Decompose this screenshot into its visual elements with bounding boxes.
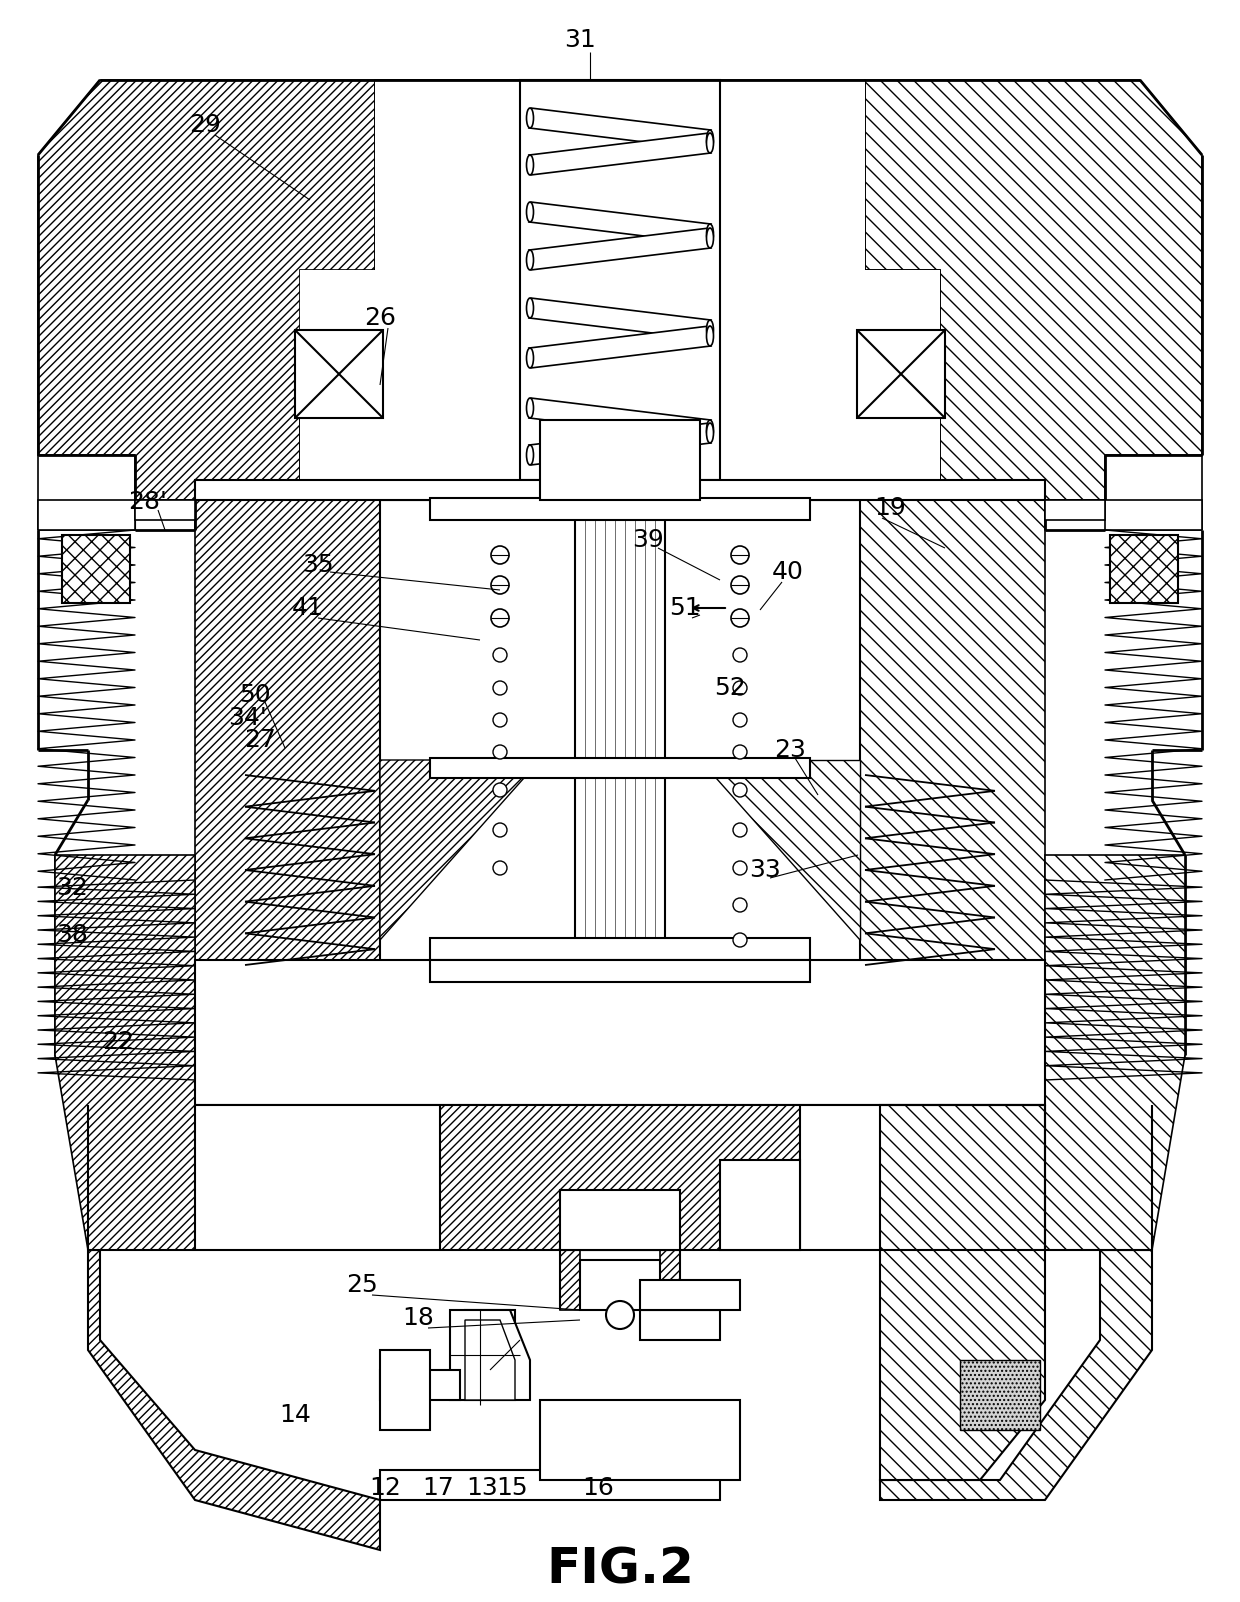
Text: 51: 51 (670, 596, 701, 620)
Ellipse shape (707, 423, 713, 444)
Text: FIG.2: FIG.2 (546, 1546, 694, 1594)
Polygon shape (528, 423, 712, 465)
Polygon shape (640, 1310, 720, 1339)
Ellipse shape (707, 325, 713, 346)
Polygon shape (528, 298, 712, 340)
Polygon shape (465, 1320, 515, 1400)
Circle shape (733, 647, 746, 662)
Text: 34': 34' (228, 706, 268, 731)
Polygon shape (880, 1250, 1152, 1499)
Text: 32: 32 (56, 876, 88, 900)
Polygon shape (539, 420, 701, 500)
Text: 38: 38 (56, 923, 88, 947)
Ellipse shape (527, 298, 533, 319)
Polygon shape (300, 80, 940, 481)
Polygon shape (430, 498, 810, 521)
Polygon shape (295, 330, 383, 418)
Polygon shape (55, 855, 195, 1250)
Polygon shape (195, 960, 1045, 1105)
Circle shape (494, 823, 507, 836)
Polygon shape (528, 227, 712, 269)
Polygon shape (861, 500, 1045, 980)
Polygon shape (1105, 500, 1202, 530)
Text: 35: 35 (303, 553, 334, 577)
Text: 41: 41 (293, 596, 324, 620)
Text: 23: 23 (774, 739, 806, 763)
Circle shape (491, 609, 508, 626)
Polygon shape (465, 1310, 515, 1400)
Circle shape (733, 783, 746, 798)
Polygon shape (960, 1360, 1040, 1431)
Circle shape (593, 453, 608, 468)
Circle shape (491, 546, 508, 564)
Circle shape (732, 577, 749, 594)
Circle shape (494, 647, 507, 662)
Polygon shape (379, 1471, 720, 1499)
Circle shape (733, 681, 746, 695)
Polygon shape (800, 1105, 1045, 1250)
Polygon shape (1110, 535, 1178, 602)
Circle shape (563, 453, 577, 468)
Polygon shape (300, 80, 520, 481)
Ellipse shape (707, 320, 713, 340)
Ellipse shape (707, 224, 713, 244)
Text: 14: 14 (279, 1403, 311, 1427)
Text: 52: 52 (714, 676, 746, 700)
Polygon shape (539, 1400, 740, 1480)
Circle shape (733, 899, 746, 912)
Polygon shape (1045, 500, 1105, 521)
Circle shape (494, 783, 507, 798)
Text: 29: 29 (188, 114, 221, 138)
Text: 39: 39 (632, 529, 663, 553)
Polygon shape (528, 133, 712, 175)
Polygon shape (528, 397, 712, 441)
Circle shape (733, 932, 746, 947)
Polygon shape (880, 1105, 1045, 1480)
Text: 13: 13 (466, 1475, 498, 1499)
Text: 31: 31 (564, 27, 596, 51)
Polygon shape (528, 107, 712, 151)
Polygon shape (379, 1370, 460, 1400)
Circle shape (653, 453, 667, 468)
Ellipse shape (707, 130, 713, 151)
Text: 26: 26 (365, 306, 396, 330)
Polygon shape (62, 535, 130, 602)
Polygon shape (379, 759, 539, 940)
Text: 17: 17 (422, 1475, 454, 1499)
Polygon shape (560, 1190, 680, 1250)
Ellipse shape (527, 348, 533, 368)
Polygon shape (701, 759, 861, 940)
Ellipse shape (527, 155, 533, 175)
Polygon shape (379, 500, 861, 980)
Ellipse shape (527, 250, 533, 271)
Polygon shape (38, 80, 374, 500)
Ellipse shape (527, 107, 533, 128)
Ellipse shape (527, 397, 533, 418)
Text: 33: 33 (749, 859, 781, 883)
Polygon shape (1045, 855, 1185, 1250)
Circle shape (622, 453, 637, 468)
Polygon shape (857, 330, 945, 418)
Text: 25: 25 (346, 1274, 378, 1298)
Text: 28': 28' (129, 490, 167, 514)
Text: 18: 18 (402, 1306, 434, 1330)
Polygon shape (560, 441, 680, 481)
Polygon shape (195, 1105, 440, 1250)
Polygon shape (640, 1280, 740, 1310)
Polygon shape (866, 80, 1202, 500)
Polygon shape (430, 960, 810, 982)
Polygon shape (580, 1261, 660, 1310)
Polygon shape (528, 202, 712, 244)
Text: 16: 16 (582, 1475, 614, 1499)
Polygon shape (38, 500, 135, 530)
Polygon shape (135, 500, 195, 521)
Circle shape (733, 823, 746, 836)
Text: 40: 40 (773, 561, 804, 585)
Text: 19: 19 (874, 497, 906, 521)
Circle shape (494, 860, 507, 875)
Ellipse shape (707, 227, 713, 248)
Polygon shape (430, 939, 810, 960)
Polygon shape (88, 1250, 379, 1551)
Text: 27: 27 (244, 727, 277, 751)
